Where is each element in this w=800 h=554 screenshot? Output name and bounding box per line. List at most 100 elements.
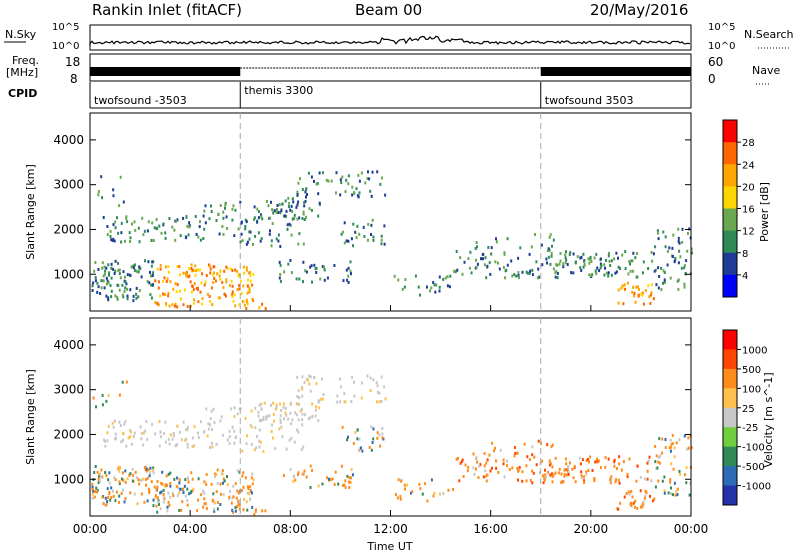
velocity-echo (473, 472, 476, 476)
velocity-echo (297, 471, 300, 475)
velocity-echo (482, 475, 485, 479)
velocity-echo (342, 483, 344, 487)
power-echo (547, 247, 550, 251)
velocity-echo (91, 492, 94, 496)
power-echo (129, 288, 132, 292)
velocity-echo (111, 421, 114, 425)
power-echo (126, 297, 129, 301)
power-echo (287, 205, 290, 209)
power-echo (176, 283, 179, 287)
power-echo (660, 266, 663, 270)
power-echo (261, 302, 264, 306)
power-echo (683, 264, 686, 268)
velocity-echo (197, 435, 200, 439)
velocity-echo (120, 477, 123, 481)
velocity-echo (132, 473, 134, 477)
velocity-echo (547, 470, 550, 474)
velocity-echo (610, 475, 613, 479)
velocity-echo (300, 448, 303, 452)
velocity-echo (623, 495, 626, 499)
power-echo (291, 210, 294, 213)
velocity-echo (178, 491, 181, 495)
velocity-echo (156, 485, 159, 489)
power-echo (572, 252, 575, 256)
power-echo (240, 279, 242, 283)
power-echo (112, 223, 115, 227)
power-echo (672, 233, 675, 237)
power-echo (239, 240, 242, 244)
velocity-echo (642, 500, 645, 504)
power-echo (380, 242, 383, 246)
power-echo (295, 277, 298, 281)
velocity-echo (127, 436, 130, 440)
velocity-echo (182, 487, 185, 491)
velocity-echo (209, 417, 212, 420)
velocity-echo (222, 481, 224, 485)
power-echo (224, 206, 226, 210)
velocity-echo (668, 446, 671, 450)
velocity-echo (120, 492, 123, 495)
velocity-colorbar-tick-label-4: -25 (742, 423, 758, 434)
power-echo (490, 246, 493, 250)
power-echo (568, 253, 571, 257)
power-echo (204, 204, 207, 208)
velocity-echo (247, 487, 250, 490)
power-echo (147, 220, 150, 224)
power-echo (254, 234, 257, 238)
power-echo (297, 181, 300, 185)
velocity-echo (110, 486, 113, 490)
velocity-echo (667, 491, 670, 495)
velocity-echo (91, 482, 94, 486)
velocity-echo (406, 483, 409, 487)
power-echo (582, 265, 585, 269)
velocity-data (91, 374, 693, 516)
noise-sky-line (89, 35, 691, 46)
power-echo (562, 262, 565, 266)
power-echo (495, 237, 497, 241)
power-echo (635, 275, 638, 279)
power-echo (497, 261, 499, 265)
velocity-echo (289, 411, 292, 415)
power-echo (535, 260, 538, 264)
power-echo (308, 207, 311, 211)
velocity-echo (212, 407, 215, 411)
velocity-echo (467, 465, 470, 469)
power-echo (358, 232, 361, 236)
velocity-echo (106, 439, 109, 443)
velocity-echo (123, 422, 126, 426)
velocity-echo (98, 472, 101, 476)
power-echo (315, 182, 318, 186)
power-colorbar-tick-label-2: 20 (742, 182, 755, 193)
velocity-echo (560, 472, 563, 476)
power-echo (151, 260, 154, 264)
velocity-echo (213, 507, 216, 511)
velocity-echo (513, 454, 516, 458)
velocity-echo (301, 472, 304, 476)
power-echo (128, 231, 131, 235)
power-echo (475, 265, 478, 269)
power-colorbar-swatch-5 (723, 230, 737, 254)
power-echo (244, 227, 247, 231)
power-echo (187, 267, 190, 271)
velocity-echo (96, 490, 98, 494)
power-echo (590, 259, 593, 263)
power-echo (122, 200, 125, 204)
power-echo (607, 274, 610, 278)
velocity-echo (152, 466, 155, 470)
velocity-echo (186, 445, 189, 449)
velocity-echo (121, 380, 124, 384)
velocity-echo (589, 455, 592, 459)
velocity-echo (216, 507, 219, 511)
power-echo (356, 194, 359, 198)
velocity-echo (105, 399, 108, 403)
velocity-echo (228, 495, 231, 499)
velocity-echo (620, 468, 623, 472)
velocity-echo (657, 479, 660, 483)
power-echo (107, 281, 110, 285)
velocity-echo (356, 428, 359, 432)
velocity-echo (466, 469, 469, 473)
power-echo (383, 242, 386, 246)
velocity-echo (104, 444, 107, 448)
velocity-echo (531, 469, 534, 473)
noise-left-label: N.Sky (5, 28, 37, 41)
